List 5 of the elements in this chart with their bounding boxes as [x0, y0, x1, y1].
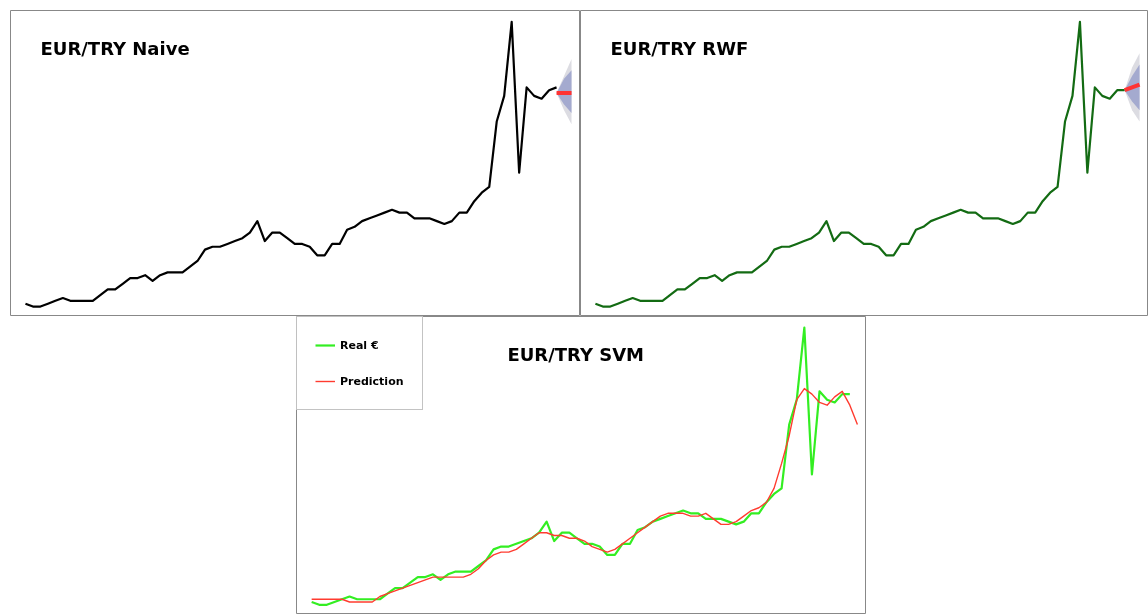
text: EUR/TRY RWF	[610, 37, 749, 59]
legend-label: Real €	[340, 338, 379, 352]
text: EUR/TRY SVM	[507, 343, 645, 365]
text: EUR/TRY Naive	[40, 37, 190, 59]
legend-label: Prediction	[340, 374, 404, 388]
